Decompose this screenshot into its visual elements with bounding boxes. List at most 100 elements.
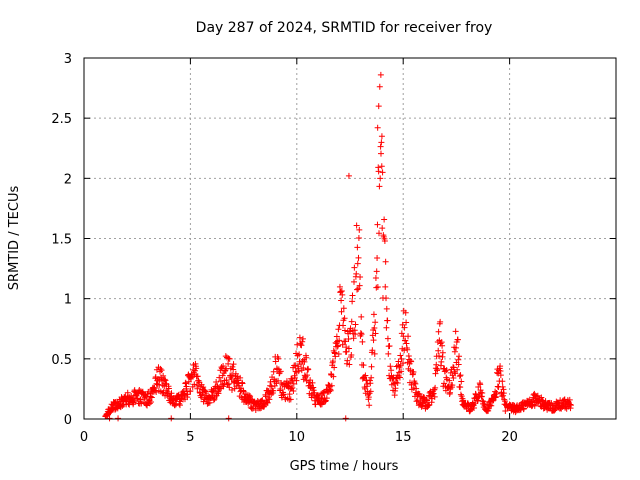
data-point [344, 357, 351, 364]
data-point [458, 378, 465, 385]
data-point [390, 374, 397, 381]
data-point [432, 384, 439, 391]
data-point [153, 380, 160, 387]
data-point [193, 365, 200, 372]
data-point [397, 352, 404, 359]
data-point [351, 264, 358, 271]
data-point [379, 225, 386, 232]
data-point [374, 254, 381, 261]
data-point [160, 372, 167, 379]
data-point [339, 341, 346, 348]
data-point [184, 391, 191, 398]
data-point [369, 347, 376, 354]
data-point [223, 377, 230, 384]
data-point [358, 313, 365, 320]
data-point [372, 330, 379, 337]
data-point [435, 353, 442, 360]
data-point [230, 361, 237, 368]
data-point [405, 333, 412, 340]
data-point [230, 366, 237, 373]
data-point [215, 390, 222, 397]
data-point [364, 381, 371, 388]
data-point [191, 381, 198, 388]
data-point [392, 385, 399, 392]
data-point [497, 372, 504, 379]
data-point [383, 324, 390, 331]
data-point [182, 379, 189, 386]
data-point [290, 387, 297, 394]
data-point [354, 244, 361, 251]
data-point [335, 326, 342, 333]
x-tick-label: 10 [289, 430, 306, 445]
data-point [203, 390, 210, 397]
data-point [403, 319, 410, 326]
data-point [356, 282, 363, 289]
x-axis-label: GPS time / hours [290, 459, 399, 474]
data-point [226, 384, 233, 391]
data-point [404, 346, 411, 353]
data-point [441, 380, 448, 387]
data-point [373, 284, 380, 291]
data-point [450, 375, 457, 382]
data-point [502, 407, 509, 414]
data-point [296, 334, 303, 341]
data-point [378, 139, 385, 146]
data-point [425, 402, 432, 409]
data-point [171, 402, 178, 409]
data-point [328, 382, 335, 389]
data-point [501, 398, 508, 405]
data-point [340, 322, 347, 329]
data-point [225, 415, 232, 422]
chart-title: Day 287 of 2024, SRMTID for receiver fro… [196, 20, 493, 36]
data-point [374, 124, 381, 131]
data-point [323, 395, 330, 402]
data-point [352, 321, 359, 328]
data-point [162, 380, 169, 387]
data-point [411, 379, 418, 386]
data-point [357, 273, 364, 280]
data-point [377, 71, 384, 78]
data-point [372, 275, 379, 282]
data-point [335, 342, 342, 349]
data-point [304, 372, 311, 379]
data-point [157, 365, 164, 372]
data-point [295, 368, 302, 375]
data-point [373, 268, 380, 275]
y-tick-label: 1.5 [51, 233, 72, 248]
data-point [350, 335, 357, 342]
data-point [298, 342, 305, 349]
data-point [386, 343, 393, 350]
data-point [200, 384, 207, 391]
data-point [372, 319, 379, 326]
data-point [338, 308, 345, 315]
data-point [342, 415, 349, 422]
data-point [454, 336, 461, 343]
data-point [379, 169, 386, 176]
data-point [367, 380, 374, 387]
data-point [408, 358, 415, 365]
data-point [443, 367, 450, 374]
data-point [330, 373, 337, 380]
data-point [433, 361, 440, 368]
data-point [398, 368, 405, 375]
data-point [298, 361, 305, 368]
data-point [432, 370, 439, 377]
data-point [456, 373, 463, 380]
data-point [168, 415, 175, 422]
data-point [137, 396, 144, 403]
data-point [299, 338, 306, 345]
data-point [329, 358, 336, 365]
data-point [287, 396, 294, 403]
data-point [375, 103, 382, 110]
data-point [229, 372, 236, 379]
data-point [499, 378, 506, 385]
data-point [385, 350, 392, 357]
data-point [413, 385, 420, 392]
data-point [308, 394, 315, 401]
data-point [439, 342, 446, 349]
data-point [457, 391, 464, 398]
data-point [194, 385, 201, 392]
data-point [336, 337, 343, 344]
data-point [412, 380, 419, 387]
data-point [394, 380, 401, 387]
